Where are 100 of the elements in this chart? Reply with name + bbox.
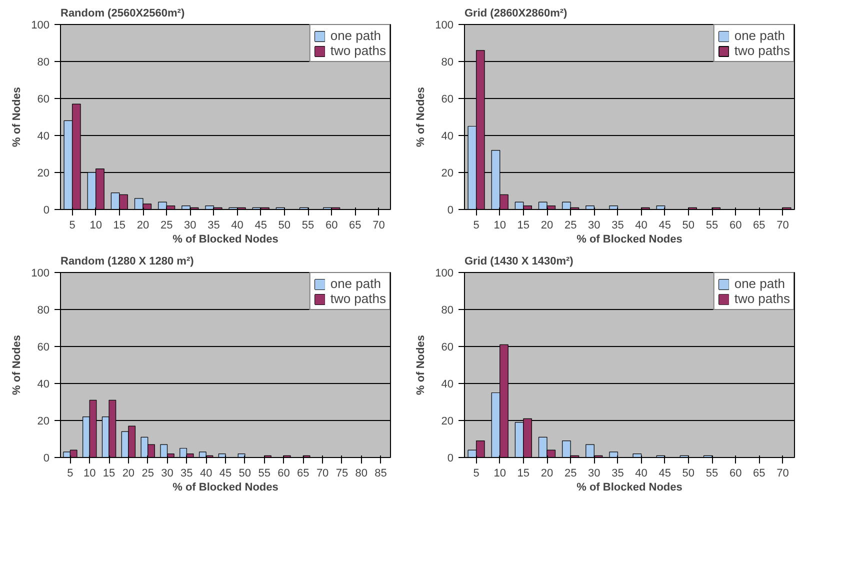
- y-tick-label: 60: [441, 342, 454, 354]
- x-tick-label: 65: [349, 220, 362, 232]
- x-tick-label: 5: [69, 220, 76, 232]
- x-tick-label: 35: [180, 468, 193, 480]
- y-axis-title: % of Nodes: [415, 87, 428, 147]
- x-tick-label: 80: [355, 468, 368, 480]
- x-tick-label: 10: [494, 220, 506, 232]
- y-tick-label: 60: [37, 342, 50, 354]
- x-tick-label: 35: [612, 220, 624, 232]
- x-tick-label: 70: [776, 220, 789, 232]
- x-tick-label: 50: [682, 468, 695, 480]
- y-tick-label: 0: [447, 452, 454, 464]
- x-tick-label: 70: [316, 468, 329, 480]
- x-tick-label: 45: [658, 220, 671, 232]
- x-tick-label: 50: [238, 468, 252, 480]
- x-tick-label: 20: [540, 468, 554, 480]
- chart-title: Random (1280 X 1280 m²): [60, 256, 194, 268]
- x-tick-label: 60: [729, 220, 742, 232]
- x-tick-label: 15: [517, 468, 530, 480]
- x-tick-label: 15: [517, 220, 530, 232]
- x-tick-label: 40: [635, 468, 648, 480]
- y-tick-label: 80: [441, 56, 454, 68]
- x-tick-label: 55: [706, 220, 718, 232]
- y-tick-label: 60: [37, 94, 50, 106]
- x-tick-label: 30: [161, 468, 174, 480]
- x-tick-label: 55: [706, 468, 718, 480]
- x-tick-label: 65: [753, 220, 766, 232]
- legend-label: one path: [734, 276, 785, 291]
- x-tick-label: 35: [208, 220, 220, 232]
- x-tick-label: 65: [297, 468, 310, 480]
- x-tick-label: 55: [302, 220, 314, 232]
- x-tick-label: 35: [612, 468, 624, 480]
- x-tick-label: 50: [682, 220, 695, 232]
- x-tick-label: 70: [372, 220, 385, 232]
- chart-title: Grid (1430 X 1430m²): [464, 256, 574, 268]
- x-tick-label: 30: [184, 220, 196, 232]
- chart-title: Random (2560X2560m²): [60, 8, 185, 20]
- x-tick-label: 10: [494, 468, 506, 480]
- y-tick-label: 0: [43, 204, 50, 216]
- y-tick-label: 40: [441, 378, 454, 390]
- x-tick-label: 30: [588, 220, 600, 232]
- y-tick-label: 80: [37, 304, 50, 316]
- x-tick-label: 40: [635, 220, 648, 232]
- legend-label: two paths: [734, 291, 790, 306]
- y-tick-label: 80: [441, 304, 454, 316]
- x-tick-label: 45: [254, 220, 267, 232]
- x-tick-label: 70: [776, 468, 789, 480]
- y-tick-label: 20: [441, 168, 454, 180]
- x-tick-label: 30: [588, 468, 600, 480]
- y-tick-label: 0: [447, 204, 454, 216]
- y-tick-label: 0: [43, 452, 50, 464]
- x-tick-label: 20: [540, 220, 554, 232]
- y-tick-label: 40: [37, 130, 50, 142]
- x-axis-title: % of Blocked Nodes: [576, 234, 682, 246]
- x-tick-label: 10: [84, 468, 96, 480]
- legend-label: two paths: [734, 43, 790, 58]
- x-tick-label: 5: [473, 468, 480, 480]
- x-tick-label: 15: [102, 468, 116, 480]
- x-tick-label: 20: [122, 468, 135, 480]
- x-tick-label: 60: [325, 220, 338, 232]
- y-tick-label: 100: [31, 268, 50, 280]
- y-tick-label: 60: [441, 94, 454, 106]
- x-axis-title: % of Blocked Nodes: [172, 482, 278, 494]
- y-tick-label: 20: [37, 416, 50, 428]
- y-tick-label: 80: [37, 56, 50, 68]
- x-tick-label: 60: [729, 468, 742, 480]
- x-tick-label: 25: [564, 468, 577, 480]
- x-tick-label: 10: [90, 220, 102, 232]
- legend-label: one path: [734, 28, 785, 43]
- x-tick-label: 55: [258, 468, 270, 480]
- x-tick-label: 25: [564, 220, 577, 232]
- x-tick-label: 50: [278, 220, 291, 232]
- x-tick-label: 75: [336, 468, 348, 480]
- x-tick-label: 45: [658, 468, 671, 480]
- legend-label: one path: [330, 276, 381, 291]
- x-axis-title: % of Blocked Nodes: [172, 234, 278, 246]
- y-tick-label: 100: [31, 20, 50, 32]
- x-tick-label: 25: [142, 468, 154, 480]
- legend-label: two paths: [330, 291, 386, 306]
- x-tick-label: 15: [113, 220, 126, 232]
- x-tick-label: 5: [473, 220, 480, 232]
- y-axis-title: % of Nodes: [11, 87, 24, 147]
- x-axis-title: % of Blocked Nodes: [576, 482, 682, 494]
- y-axis-title: % of Nodes: [415, 335, 428, 395]
- y-tick-label: 40: [441, 130, 454, 142]
- y-tick-label: 40: [37, 378, 50, 390]
- x-tick-label: 85: [374, 468, 387, 480]
- x-tick-label: 25: [160, 220, 173, 232]
- y-tick-label: 100: [435, 20, 454, 32]
- y-tick-label: 20: [441, 416, 454, 428]
- chart-title: Grid (2860X2860m²): [464, 8, 568, 20]
- x-tick-label: 20: [136, 220, 150, 232]
- x-tick-label: 60: [278, 468, 290, 480]
- legend-label: two paths: [330, 43, 386, 58]
- y-tick-label: 20: [37, 168, 50, 180]
- x-tick-label: 40: [231, 220, 244, 232]
- y-tick-label: 100: [435, 268, 454, 280]
- x-tick-label: 45: [219, 468, 232, 480]
- x-tick-label: 65: [753, 468, 766, 480]
- x-tick-label: 5: [67, 468, 74, 480]
